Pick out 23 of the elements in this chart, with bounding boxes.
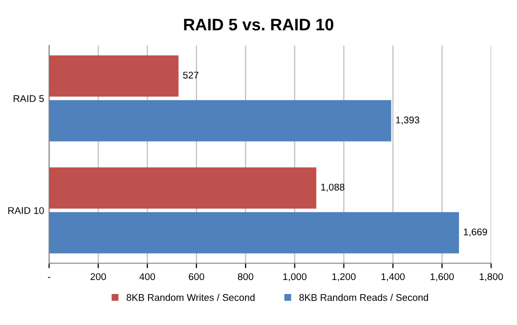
chart-title: RAID 5 vs. RAID 10 — [184, 18, 334, 30]
x-tick-label: 1,600 — [430, 273, 454, 282]
y-tick-label: RAID 10 — [8, 207, 44, 214]
data-label: 1,088 — [321, 184, 344, 192]
x-tick-label: 1,200 — [332, 273, 356, 282]
data-label: 1,393 — [396, 116, 420, 125]
bar — [49, 212, 459, 254]
y-tick-label: RAID 5 — [14, 95, 44, 102]
x-tick-label: 1,400 — [382, 273, 405, 282]
legend-label: 8KB Random Writes / Second — [126, 294, 255, 301]
x-tick-label: 800 — [238, 273, 254, 280]
x-tick-label: 400 — [139, 273, 156, 280]
x-tick-label: 600 — [188, 273, 204, 280]
x-tick-label: 200 — [90, 273, 106, 280]
x-tick-label: - — [48, 277, 50, 278]
x-tick-label: 1,800 — [480, 273, 503, 282]
x-tick-label: 1,000 — [283, 273, 306, 282]
bar — [49, 55, 179, 97]
legend-label: 8KB Random Reads / Second — [299, 294, 428, 301]
data-label: 527 — [183, 72, 198, 79]
data-label: 1,669 — [464, 228, 488, 237]
bar — [49, 167, 316, 209]
bar — [49, 100, 392, 142]
